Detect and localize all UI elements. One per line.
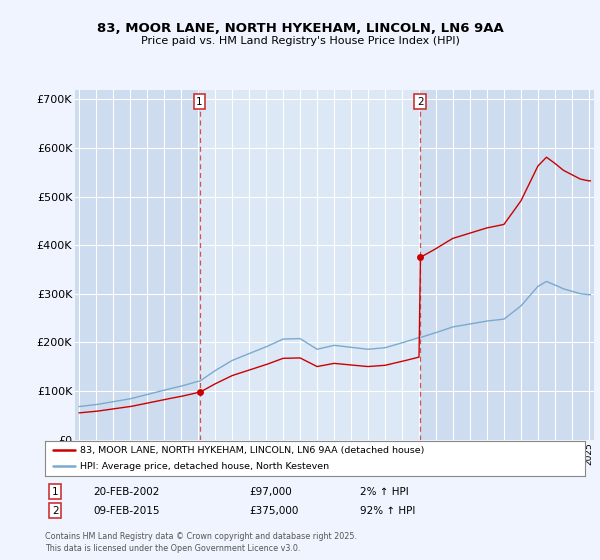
Text: £375,000: £375,000	[249, 506, 298, 516]
Text: 1: 1	[52, 487, 59, 497]
Text: 1: 1	[196, 97, 203, 107]
Text: 83, MOOR LANE, NORTH HYKEHAM, LINCOLN, LN6 9AA: 83, MOOR LANE, NORTH HYKEHAM, LINCOLN, L…	[97, 22, 503, 35]
Bar	[200, 90, 421, 440]
Text: 83, MOOR LANE, NORTH HYKEHAM, LINCOLN, LN6 9AA (detached house): 83, MOOR LANE, NORTH HYKEHAM, LINCOLN, L…	[80, 446, 424, 455]
Text: Price paid vs. HM Land Registry's House Price Index (HPI): Price paid vs. HM Land Registry's House …	[140, 36, 460, 46]
Text: Contains HM Land Registry data © Crown copyright and database right 2025.
This d: Contains HM Land Registry data © Crown c…	[45, 533, 357, 553]
Text: 20-FEB-2002: 20-FEB-2002	[93, 487, 160, 497]
Text: 09-FEB-2015: 09-FEB-2015	[93, 506, 160, 516]
Text: 92% ↑ HPI: 92% ↑ HPI	[360, 506, 415, 516]
Text: 2% ↑ HPI: 2% ↑ HPI	[360, 487, 409, 497]
Text: 2: 2	[52, 506, 59, 516]
Text: HPI: Average price, detached house, North Kesteven: HPI: Average price, detached house, Nort…	[80, 462, 329, 471]
Text: £97,000: £97,000	[249, 487, 292, 497]
Text: 2: 2	[417, 97, 424, 107]
